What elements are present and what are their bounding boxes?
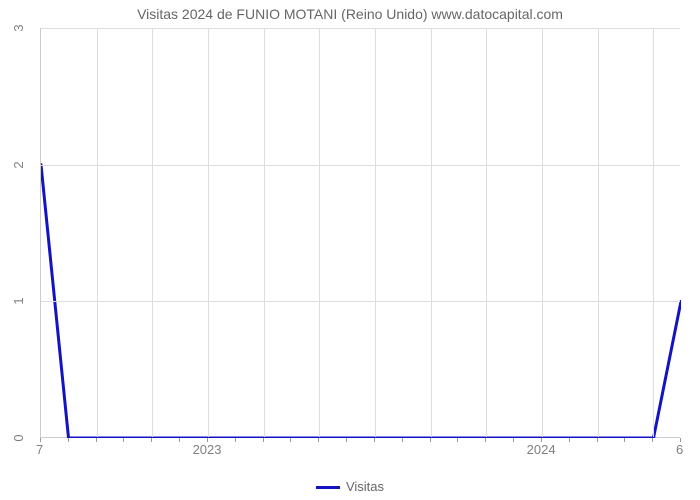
grid-line-vertical [375, 28, 376, 437]
x-tick-minor [151, 438, 152, 442]
x-tick-minor [569, 438, 570, 442]
grid-line-vertical [208, 28, 209, 437]
x-tick-minor [597, 438, 598, 442]
x-tick-minor [68, 438, 69, 442]
x-tick-minor [374, 438, 375, 442]
y-tick-label: 0 [11, 434, 26, 441]
y-tick-label: 3 [11, 24, 26, 31]
grid-line-vertical [264, 28, 265, 437]
legend: Visitas [0, 479, 700, 494]
x-tick-minor [652, 438, 653, 442]
x-tick-minor [624, 438, 625, 442]
grid-line-vertical [97, 28, 98, 437]
x-tick-minor [263, 438, 264, 442]
grid-line-vertical [542, 28, 543, 437]
x-tick-minor [346, 438, 347, 442]
grid-line-horizontal [41, 301, 680, 302]
x-tick-minor [402, 438, 403, 442]
data-line-svg [41, 28, 681, 438]
grid-line-horizontal [41, 28, 680, 29]
chart-title: Visitas 2024 de FUNIO MOTANI (Reino Unid… [0, 6, 700, 22]
grid-line-vertical [431, 28, 432, 437]
x-tick-minor [430, 438, 431, 442]
y-tick-label: 1 [11, 298, 26, 305]
x-tick-minor [457, 438, 458, 442]
x-tick-minor [290, 438, 291, 442]
x-tick-minor [235, 438, 236, 442]
x-left-corner-label: 7 [36, 442, 43, 457]
x-tick-label: 2023 [193, 442, 222, 457]
grid-line-vertical [653, 28, 654, 437]
grid-line-vertical [319, 28, 320, 437]
plot-area [40, 28, 680, 438]
y-tick-label: 2 [11, 161, 26, 168]
x-tick-minor [318, 438, 319, 442]
legend-label: Visitas [346, 479, 384, 494]
x-tick-minor [513, 438, 514, 442]
legend-swatch [316, 486, 340, 489]
grid-line-vertical [486, 28, 487, 437]
grid-line-vertical [598, 28, 599, 437]
x-tick-label: 2024 [527, 442, 556, 457]
x-tick-minor [96, 438, 97, 442]
x-tick-minor [485, 438, 486, 442]
grid-line-horizontal [41, 165, 680, 166]
x-tick-minor [123, 438, 124, 442]
visits-chart: Visitas 2024 de FUNIO MOTANI (Reino Unid… [0, 0, 700, 500]
x-tick-minor [179, 438, 180, 442]
x-right-corner-label: 6 [676, 442, 683, 457]
grid-line-vertical [152, 28, 153, 437]
